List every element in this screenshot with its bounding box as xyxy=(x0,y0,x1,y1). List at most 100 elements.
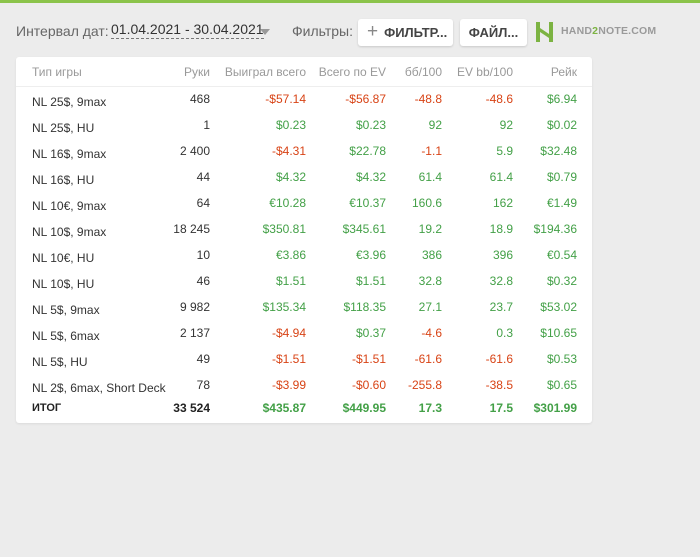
cell-hands: 46 xyxy=(196,274,210,288)
cell-won-total: $0.23 xyxy=(275,118,306,132)
cell-bb100: 386 xyxy=(421,248,442,262)
cell-won-total: $350.81 xyxy=(262,222,306,236)
cell-game-type: NL 16$, 9max xyxy=(32,147,107,161)
cell-ev-bb100: 0.3 xyxy=(496,326,513,340)
cell-rake: $32.48 xyxy=(540,144,577,158)
cell-bb100: 32.8 xyxy=(418,274,442,288)
cell-rake: $10.65 xyxy=(540,326,577,340)
cell-bb100: -255.8 xyxy=(407,378,442,392)
cell-ev-bb100: 61.4 xyxy=(489,170,513,184)
logo-text-note: NOTE.COM xyxy=(598,25,657,37)
cell-ev-total: $0.37 xyxy=(355,326,386,340)
cell-ev-bb100: -61.6 xyxy=(485,352,513,366)
cell-ev-bb100: 5.9 xyxy=(496,144,513,158)
cell-ev-total: $118.35 xyxy=(343,300,387,314)
cell-hands: 2 137 xyxy=(179,326,210,340)
cell-game-type: NL 25$, HU xyxy=(32,121,95,135)
cell-game-type: NL 10€, HU xyxy=(32,251,95,265)
logo-text-2: 2 xyxy=(592,25,599,37)
cell-bb100: -48.8 xyxy=(414,92,442,106)
cell-game-type: NL 10€, 9max xyxy=(32,199,107,213)
header-divider xyxy=(16,86,592,87)
cell-ev-total: $1.51 xyxy=(355,274,386,288)
cell-game-type: NL 10$, 9max xyxy=(32,225,107,239)
cell-bb100: -1.1 xyxy=(421,144,442,158)
cell-won-total: $1.51 xyxy=(275,274,306,288)
cell-hands: 468 xyxy=(189,92,210,106)
cell-bb100: 61.4 xyxy=(418,170,442,184)
table-row[interactable]: NL 10€, 9max 64 €10.28 €10.37 160.6 162 €1.49 xyxy=(16,191,592,217)
cell-hands: 18 245 xyxy=(173,222,210,236)
cell-rake: $0.53 xyxy=(546,352,577,366)
cell-ev-bb100: -48.6 xyxy=(485,92,513,106)
total-ev-bb100: 17.5 xyxy=(489,401,513,415)
table-row[interactable]: NL 10$, 9max 18 245 $350.81 $345.61 19.2 18.9… xyxy=(16,217,592,243)
files-button[interactable]: ФАЙЛ... xyxy=(460,19,527,46)
cell-game-type: NL 5$, 9max xyxy=(32,303,100,317)
cell-rake: $0.79 xyxy=(546,170,577,184)
cell-won-total: -$57.14 xyxy=(265,92,306,106)
files-button-label: ФАЙЛ... xyxy=(468,25,519,40)
add-filter-button[interactable]: + ФИЛЬТР... xyxy=(358,19,453,46)
cell-rake: $0.65 xyxy=(546,378,577,392)
column-header-won-total[interactable]: Выиграл всего xyxy=(224,65,306,79)
total-hands: 33 524 xyxy=(173,401,210,415)
table-total-row: ИТОГ 33 524 $435.87 $449.95 17.3 17.5 $301.99 xyxy=(16,399,592,425)
cell-bb100: 160.6 xyxy=(411,196,442,210)
cell-bb100: -4.6 xyxy=(421,326,442,340)
cell-bb100: 19.2 xyxy=(418,222,442,236)
cell-ev-total: $4.32 xyxy=(355,170,386,184)
cell-ev-total: -$0.60 xyxy=(351,378,386,392)
column-header-bb100[interactable]: бб/100 xyxy=(404,65,442,79)
cell-hands: 1 xyxy=(203,118,210,132)
cell-game-type: NL 5$, HU xyxy=(32,355,88,369)
cell-ev-total: $0.23 xyxy=(355,118,386,132)
cell-game-type: NL 25$, 9max xyxy=(32,95,107,109)
cell-ev-bb100: 18.9 xyxy=(489,222,513,236)
hand2note-logo-icon xyxy=(536,22,553,42)
date-range-label: Интервал дат: xyxy=(16,23,109,39)
cell-ev-total: -$56.87 xyxy=(345,92,386,106)
cell-won-total: $135.34 xyxy=(262,300,306,314)
column-header-game-type[interactable]: Тип игры xyxy=(32,65,82,79)
cell-ev-bb100: 92 xyxy=(499,118,513,132)
cell-won-total: -$4.31 xyxy=(271,144,306,158)
cell-ev-bb100: -38.5 xyxy=(485,378,513,392)
table-row[interactable]: NL 25$, HU 1 $0.23 $0.23 92 92 $0.02 xyxy=(16,113,592,139)
cell-hands: 9 982 xyxy=(179,300,210,314)
cell-won-total: -$3.99 xyxy=(271,378,306,392)
table-row[interactable]: NL 10€, HU 10 €3.86 €3.96 386 396 €0.54 xyxy=(16,243,592,269)
cell-rake: $0.32 xyxy=(546,274,577,288)
cell-ev-total: €10.37 xyxy=(349,196,386,210)
table-row[interactable]: NL 2$, 6max, Short Deck 78 -$3.99 -$0.60 -25… xyxy=(16,373,592,399)
table-row[interactable]: NL 10$, HU 46 $1.51 $1.51 32.8 32.8 $0.32 xyxy=(16,269,592,295)
chevron-down-icon[interactable] xyxy=(260,29,270,35)
cell-hands: 78 xyxy=(196,378,210,392)
cell-hands: 2 400 xyxy=(179,144,210,158)
cell-won-total: €3.86 xyxy=(275,248,306,262)
column-header-ev-total[interactable]: Всего по EV xyxy=(318,65,386,79)
table-row[interactable]: NL 5$, HU 49 -$1.51 -$1.51 -61.6 -61.6 $0.53 xyxy=(16,347,592,373)
cell-hands: 49 xyxy=(196,352,210,366)
column-header-rake[interactable]: Рейк xyxy=(550,65,577,79)
cell-bb100: 92 xyxy=(428,118,442,132)
cell-won-total: -$1.51 xyxy=(271,352,306,366)
column-header-ev-bb100[interactable]: EV bb/100 xyxy=(456,65,513,79)
table-row[interactable]: NL 16$, 9max 2 400 -$4.31 $22.78 -1.1 5.9 $32.… xyxy=(16,139,592,165)
cell-game-type: NL 2$, 6max, Short Deck xyxy=(32,381,166,395)
total-won-total: $435.87 xyxy=(262,401,306,415)
date-range-picker[interactable]: 01.04.2021 - 30.04.2021 xyxy=(111,21,264,39)
cell-rake: $53.02 xyxy=(540,300,577,314)
table-row[interactable]: NL 25$, 9max 468 -$57.14 -$56.87 -48.8 -48.6 $… xyxy=(16,87,592,113)
table-row[interactable]: NL 16$, HU 44 $4.32 $4.32 61.4 61.4 $0.79 xyxy=(16,165,592,191)
table-row[interactable]: NL 5$, 9max 9 982 $135.34 $118.35 27.1 23.7 $5… xyxy=(16,295,592,321)
table-row[interactable]: NL 5$, 6max 2 137 -$4.94 $0.37 -4.6 0.3 $10.65 xyxy=(16,321,592,347)
cell-hands: 10 xyxy=(196,248,210,262)
column-header-hands[interactable]: Руки xyxy=(184,65,210,79)
cell-ev-bb100: 32.8 xyxy=(489,274,513,288)
cell-rake: €1.49 xyxy=(546,196,577,210)
cell-game-type: NL 5$, 6max xyxy=(32,329,100,343)
cell-game-type: NL 16$, HU xyxy=(32,173,95,187)
total-rake: $301.99 xyxy=(533,401,577,415)
cell-ev-total: $22.78 xyxy=(349,144,386,158)
